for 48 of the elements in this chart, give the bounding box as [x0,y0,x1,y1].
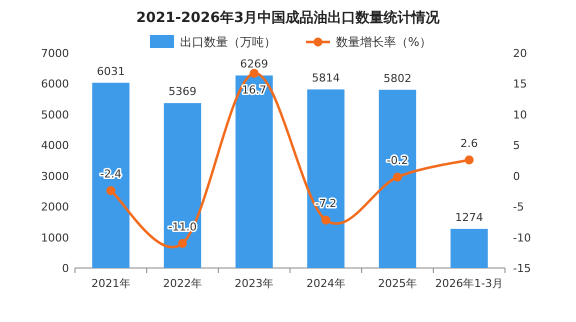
bar [450,228,488,268]
y2-tick-label: 15 [513,78,527,91]
data-label: 1274 [455,210,484,224]
y2-tick-label: 10 [513,108,527,122]
point [464,155,474,164]
y2-tick-label: 5 [513,139,520,152]
x-tick-label: 2023年 [234,277,274,290]
y-tick-label: 5000 [41,108,69,122]
bar [378,90,416,268]
point [106,186,116,196]
x-tick-label: 2021年 [91,277,130,290]
data-label: 5369 [168,85,196,98]
y-tick-label: 4000 [41,139,69,152]
y2-tick-label: -10 [513,231,531,244]
y-tick-label: 0 [62,262,69,275]
data-label: 5802 [384,72,412,85]
data-label: -0.2 [386,154,408,168]
y-tick-label: 1000 [41,231,69,244]
point [178,238,187,248]
y2-tick-label: 0 [513,170,520,183]
data-label: -2.4 [100,168,122,181]
x-tick-label: 2025年 [378,277,417,290]
data-label: 5814 [312,71,340,84]
legend-label: 数量增长率（%） [336,35,432,49]
legend-label: 出口数量（万吨） [180,35,276,49]
bar [307,89,344,268]
bar [236,75,273,268]
data-label: 6031 [96,64,125,78]
y-tick-label: 3000 [41,170,69,183]
data-label: 6269 [240,57,268,70]
data-label: 16.7 [242,83,266,96]
bar [164,103,202,268]
point [250,68,259,78]
bar [92,82,130,268]
y-tick-label: 7000 [41,47,69,60]
x-tick-label: 2026年1-3月 [435,277,504,290]
y2-tick-label: -15 [513,262,531,275]
y2-tick-label: -5 [513,200,524,214]
data-label: 2.6 [460,136,478,150]
y2-tick-label: 20 [513,47,527,60]
y-tick-label: 6000 [41,78,69,91]
point [393,172,402,182]
data-label: -7.2 [315,197,337,210]
point [321,216,330,225]
chart-title: 2021-2026年3月中国成品油出口数量统计情况 [136,9,441,26]
x-tick-label: 2024年 [306,277,346,290]
x-tick-label: 2022年 [163,277,202,290]
y-tick-label: 2000 [41,200,69,214]
